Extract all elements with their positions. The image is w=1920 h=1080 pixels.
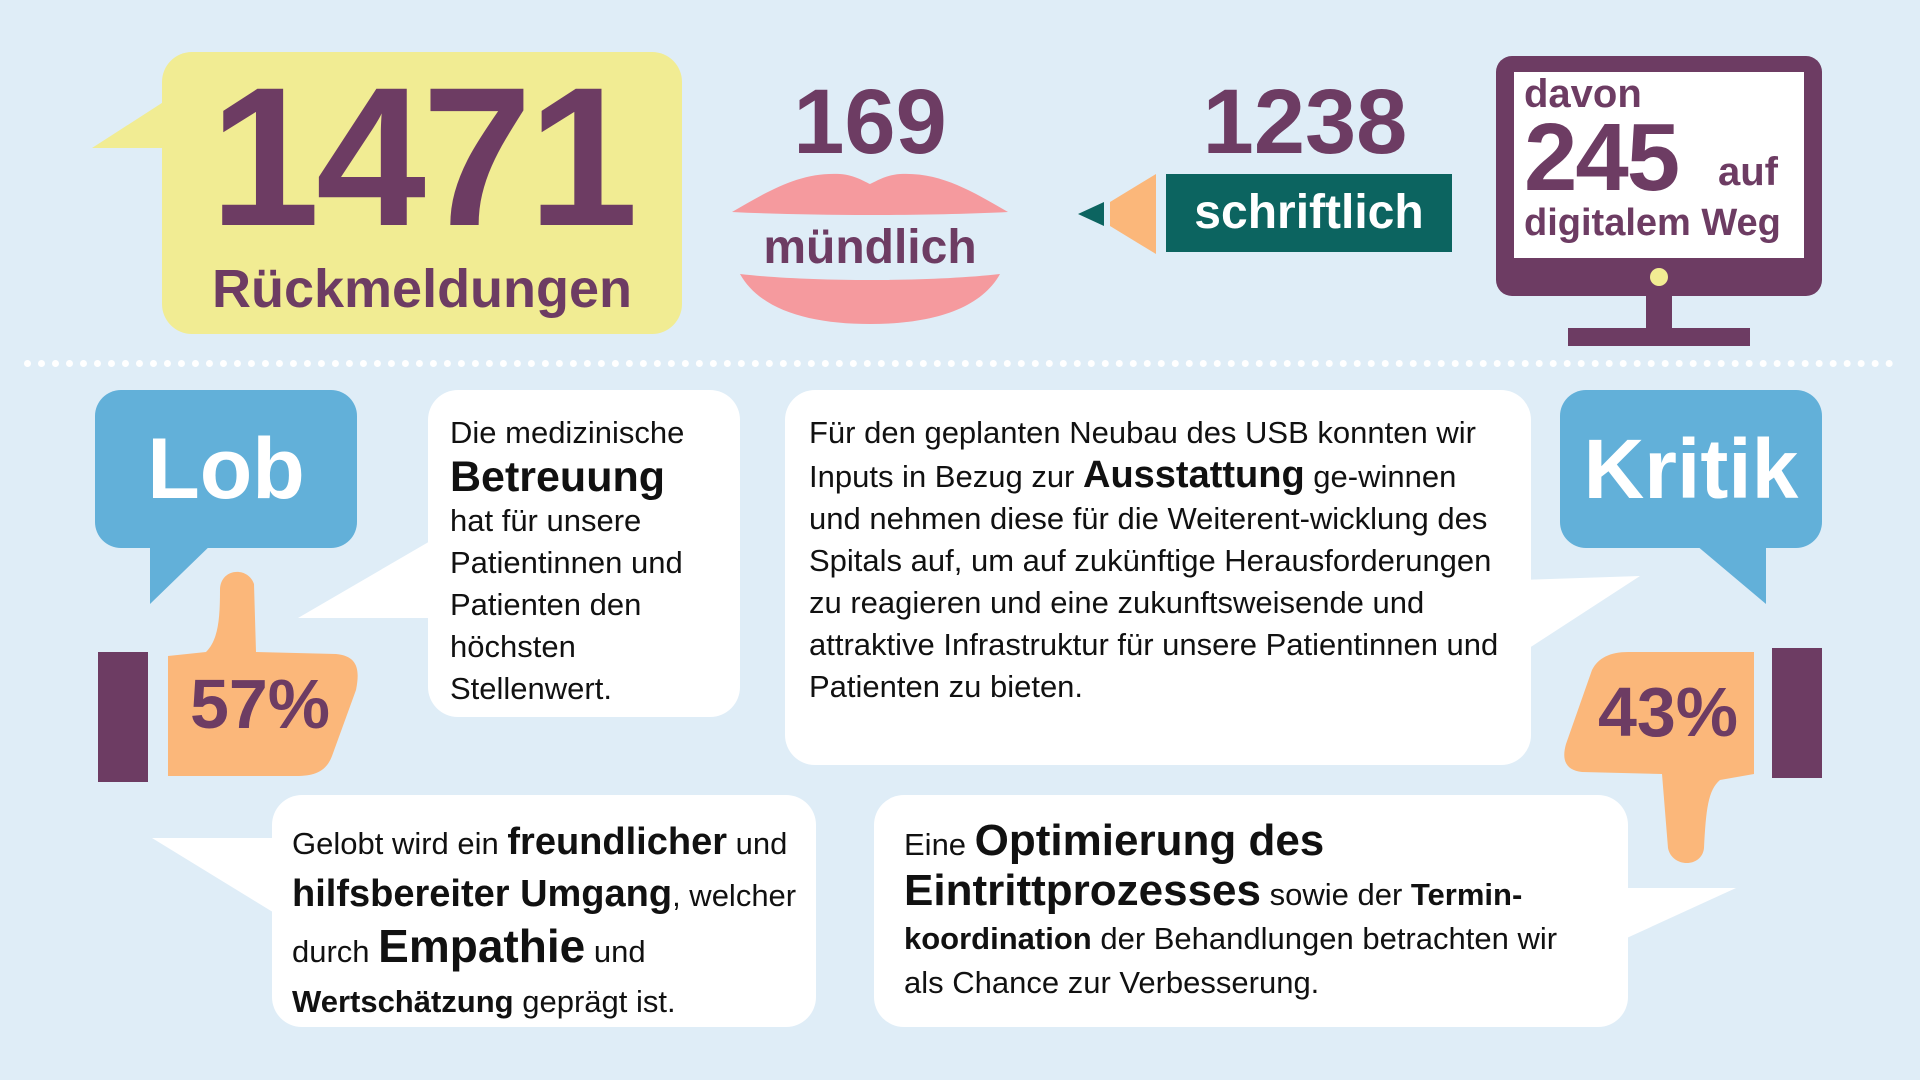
- digital-feedback-count: 245: [1524, 104, 1680, 211]
- written-feedback-label: schriftlich: [1166, 174, 1452, 252]
- umgang-text-2: und: [727, 826, 788, 861]
- umgang-card-tail-icon: [152, 838, 276, 914]
- oral-feedback-label: mündlich: [763, 221, 977, 274]
- total-feedback-count: 1471: [209, 46, 638, 267]
- betreuung-card: Die medizinische Betreuung hat für unser…: [428, 390, 740, 717]
- total-feedback-label: Rückmeldungen: [211, 259, 633, 319]
- criticism-label: Kritik: [1583, 422, 1799, 516]
- ausstattung-emphasis: Ausstattung: [1083, 454, 1305, 496]
- umgang-text-4: und: [585, 934, 646, 969]
- betreuung-card-tail-icon: [298, 540, 432, 618]
- criticism-percent: 43%: [1597, 673, 1739, 751]
- betreuung-text-1: Die medizinische: [450, 415, 685, 450]
- criticism-label-bubble: Kritik: [1560, 390, 1822, 548]
- praise-label-bubble: Lob: [95, 390, 357, 548]
- ausstattung-text-2: ge-winnen und nehmen diese für die Weite…: [809, 459, 1499, 704]
- thumbs-down-icon: [1564, 648, 1822, 863]
- umgang-text-5: geprägt ist.: [513, 984, 676, 1019]
- umgang-text-3: , welcher durch: [292, 878, 797, 969]
- umgang-emphasis-2: hilfsbereiter Umgang: [292, 873, 673, 915]
- ausstattung-card: Für den geplanten Neubau des USB konnten…: [785, 390, 1531, 765]
- digital-feedback-middle: auf: [1718, 150, 1778, 194]
- optimierung-emphasis-2: Termin-koordination: [904, 877, 1523, 956]
- optimierung-emphasis-1: Optimierung des Eintrittprozesses: [904, 816, 1325, 915]
- optimierung-text-2: sowie der: [1260, 877, 1411, 912]
- umgang-emphasis-1: freundlicher: [507, 821, 727, 863]
- optimierung-card: Eine Optimierung des Eintrittprozesses s…: [874, 795, 1628, 1027]
- praise-label: Lob: [147, 421, 305, 517]
- total-feedback-bubble: [162, 52, 682, 334]
- section-divider: [24, 360, 1894, 367]
- praise-percent: 57%: [189, 665, 331, 743]
- ausstattung-card-tail-icon: [1520, 576, 1640, 654]
- lob-bubble-tail-icon: [150, 540, 216, 604]
- written-feedback-count: 1238: [1202, 71, 1408, 173]
- kritik-bubble-tail-icon: [1690, 540, 1766, 604]
- digital-feedback-suffix: digitalem Weg: [1524, 202, 1781, 244]
- betreuung-text-2: hat für unsere Patientinnen und Patiente…: [450, 503, 683, 706]
- umgang-emphasis-3: Empathie: [378, 920, 586, 972]
- betreuung-emphasis: Betreuung: [450, 453, 665, 501]
- umgang-card: Gelobt wird ein freundlicher und hilfsbe…: [272, 795, 816, 1027]
- umgang-text-1: Gelobt wird ein: [292, 826, 508, 861]
- ausstattung-text-1: Für den geplanten Neubau des USB konnten…: [809, 415, 1476, 494]
- thumbs-up-icon: [98, 571, 358, 782]
- oral-feedback-count: 169: [793, 71, 947, 173]
- monitor-icon: [1496, 56, 1822, 346]
- digital-feedback-prefix: davon: [1524, 72, 1642, 116]
- optimierung-card-tail-icon: [1618, 888, 1736, 942]
- umgang-emphasis-4: Wertschätzung: [292, 984, 514, 1019]
- optimierung-text-3: der Behandlungen betrachten wir als Chan…: [904, 921, 1558, 1000]
- speech-bubble-tail-icon: [92, 90, 182, 148]
- pencil-icon: [1078, 174, 1156, 254]
- optimierung-text-1: Eine: [904, 827, 975, 862]
- lips-icon: [732, 173, 1008, 324]
